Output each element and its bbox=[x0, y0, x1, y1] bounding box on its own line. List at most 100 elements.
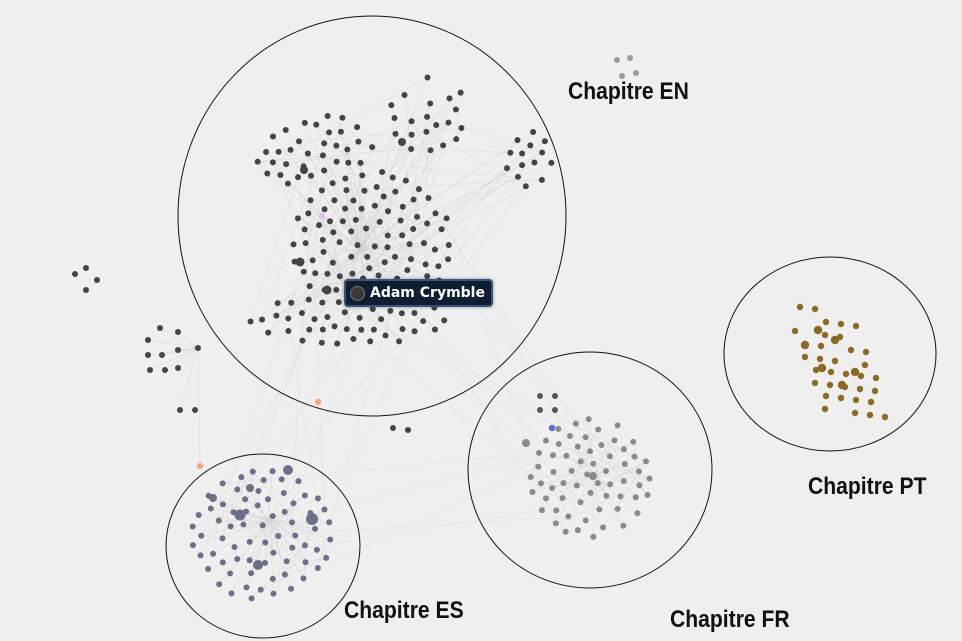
graph-node[interactable] bbox=[329, 259, 336, 266]
graph-node[interactable] bbox=[378, 316, 385, 323]
graph-node[interactable] bbox=[539, 149, 546, 156]
graph-node[interactable] bbox=[522, 183, 529, 190]
graph-node[interactable] bbox=[247, 318, 254, 325]
graph-node[interactable] bbox=[269, 159, 276, 166]
graph-node[interactable] bbox=[821, 331, 829, 339]
graph-node[interactable] bbox=[175, 365, 181, 371]
graph-node[interactable] bbox=[582, 517, 589, 524]
graph-node[interactable] bbox=[872, 374, 880, 382]
graph-node[interactable] bbox=[537, 393, 543, 399]
graph-node[interactable] bbox=[550, 452, 557, 459]
graph-node[interactable] bbox=[319, 299, 326, 306]
graph-node[interactable] bbox=[177, 407, 183, 413]
graph-node[interactable] bbox=[552, 393, 558, 399]
graph-node[interactable] bbox=[283, 465, 293, 475]
graph-node[interactable] bbox=[603, 492, 610, 499]
graph-node[interactable] bbox=[228, 590, 235, 597]
bridge-node[interactable] bbox=[196, 462, 204, 470]
graph-node[interactable] bbox=[83, 287, 89, 293]
graph-node[interactable] bbox=[341, 309, 348, 316]
graph-node[interactable] bbox=[404, 267, 411, 274]
graph-node[interactable] bbox=[837, 394, 845, 402]
graph-node[interactable] bbox=[322, 285, 332, 295]
graph-node[interactable] bbox=[542, 437, 549, 444]
graph-node[interactable] bbox=[295, 257, 305, 267]
graph-node[interactable] bbox=[333, 286, 340, 293]
graph-node[interactable] bbox=[198, 532, 205, 539]
graph-node[interactable] bbox=[327, 536, 334, 543]
graph-node[interactable] bbox=[414, 213, 421, 220]
graph-node[interactable] bbox=[406, 241, 413, 248]
graph-node[interactable] bbox=[410, 196, 417, 203]
graph-node[interactable] bbox=[397, 217, 404, 224]
graph-node[interactable] bbox=[587, 448, 594, 455]
graph-node[interactable] bbox=[630, 438, 637, 445]
graph-node[interactable] bbox=[431, 326, 438, 333]
graph-node[interactable] bbox=[424, 273, 431, 280]
graph-node[interactable] bbox=[535, 463, 542, 470]
graph-node[interactable] bbox=[234, 509, 246, 521]
graph-node[interactable] bbox=[433, 121, 440, 128]
graph-node[interactable] bbox=[305, 210, 312, 217]
graph-node[interactable] bbox=[555, 440, 562, 447]
graph-node[interactable] bbox=[445, 256, 452, 263]
graph-node[interactable] bbox=[329, 180, 336, 187]
graph-node[interactable] bbox=[566, 432, 573, 439]
graph-node[interactable] bbox=[304, 150, 311, 157]
graph-node[interactable] bbox=[339, 218, 346, 225]
graph-node[interactable] bbox=[302, 559, 309, 566]
graph-node[interactable] bbox=[369, 305, 376, 312]
graph-node[interactable] bbox=[635, 468, 642, 475]
graph-node[interactable] bbox=[313, 546, 320, 553]
graph-node[interactable] bbox=[445, 119, 452, 126]
graph-node[interactable] bbox=[227, 523, 234, 530]
graph-node[interactable] bbox=[289, 519, 296, 526]
graph-node[interactable] bbox=[644, 491, 651, 498]
graph-node[interactable] bbox=[175, 329, 181, 335]
graph-node[interactable] bbox=[361, 187, 368, 194]
graph-node[interactable] bbox=[259, 316, 266, 323]
graph-node[interactable] bbox=[646, 475, 653, 482]
graph-node[interactable] bbox=[398, 310, 405, 317]
graph-node[interactable] bbox=[384, 232, 391, 239]
graph-node[interactable] bbox=[354, 242, 361, 249]
graph-node[interactable] bbox=[175, 347, 181, 353]
graph-node[interactable] bbox=[425, 195, 432, 202]
graph-node[interactable] bbox=[538, 176, 545, 183]
graph-node[interactable] bbox=[402, 177, 409, 184]
graph-node[interactable] bbox=[817, 342, 825, 350]
graph-node[interactable] bbox=[420, 318, 427, 325]
graph-node[interactable] bbox=[573, 482, 580, 489]
graph-node[interactable] bbox=[366, 265, 373, 272]
graph-node[interactable] bbox=[427, 147, 434, 154]
graph-node[interactable] bbox=[390, 425, 396, 431]
graph-node[interactable] bbox=[602, 468, 609, 475]
graph-node[interactable] bbox=[375, 272, 382, 279]
graph-node[interactable] bbox=[852, 322, 860, 330]
graph-node[interactable] bbox=[851, 409, 859, 417]
graph-node[interactable] bbox=[216, 581, 223, 588]
graph-node[interactable] bbox=[817, 363, 827, 373]
graph-node[interactable] bbox=[392, 253, 399, 260]
graph-node[interactable] bbox=[636, 482, 643, 489]
graph-node[interactable] bbox=[352, 216, 359, 223]
graph-node[interactable] bbox=[382, 332, 389, 339]
graph-node[interactable] bbox=[866, 411, 874, 419]
graph-node[interactable] bbox=[307, 197, 314, 204]
graph-node[interactable] bbox=[527, 474, 534, 481]
graph-node[interactable] bbox=[331, 197, 338, 204]
graph-node[interactable] bbox=[275, 148, 282, 155]
graph-node[interactable] bbox=[320, 248, 327, 255]
graph-node[interactable] bbox=[531, 159, 538, 166]
graph-node[interactable] bbox=[847, 346, 855, 354]
graph-node[interactable] bbox=[408, 256, 415, 263]
graph-node[interactable] bbox=[145, 352, 151, 358]
graph-node[interactable] bbox=[821, 405, 829, 413]
graph-node[interactable] bbox=[420, 240, 427, 247]
graph-node[interactable] bbox=[295, 174, 302, 181]
graph-node[interactable] bbox=[285, 328, 292, 335]
graph-node[interactable] bbox=[287, 146, 294, 153]
graph-node[interactable] bbox=[306, 513, 318, 525]
graph-node[interactable] bbox=[300, 166, 308, 174]
